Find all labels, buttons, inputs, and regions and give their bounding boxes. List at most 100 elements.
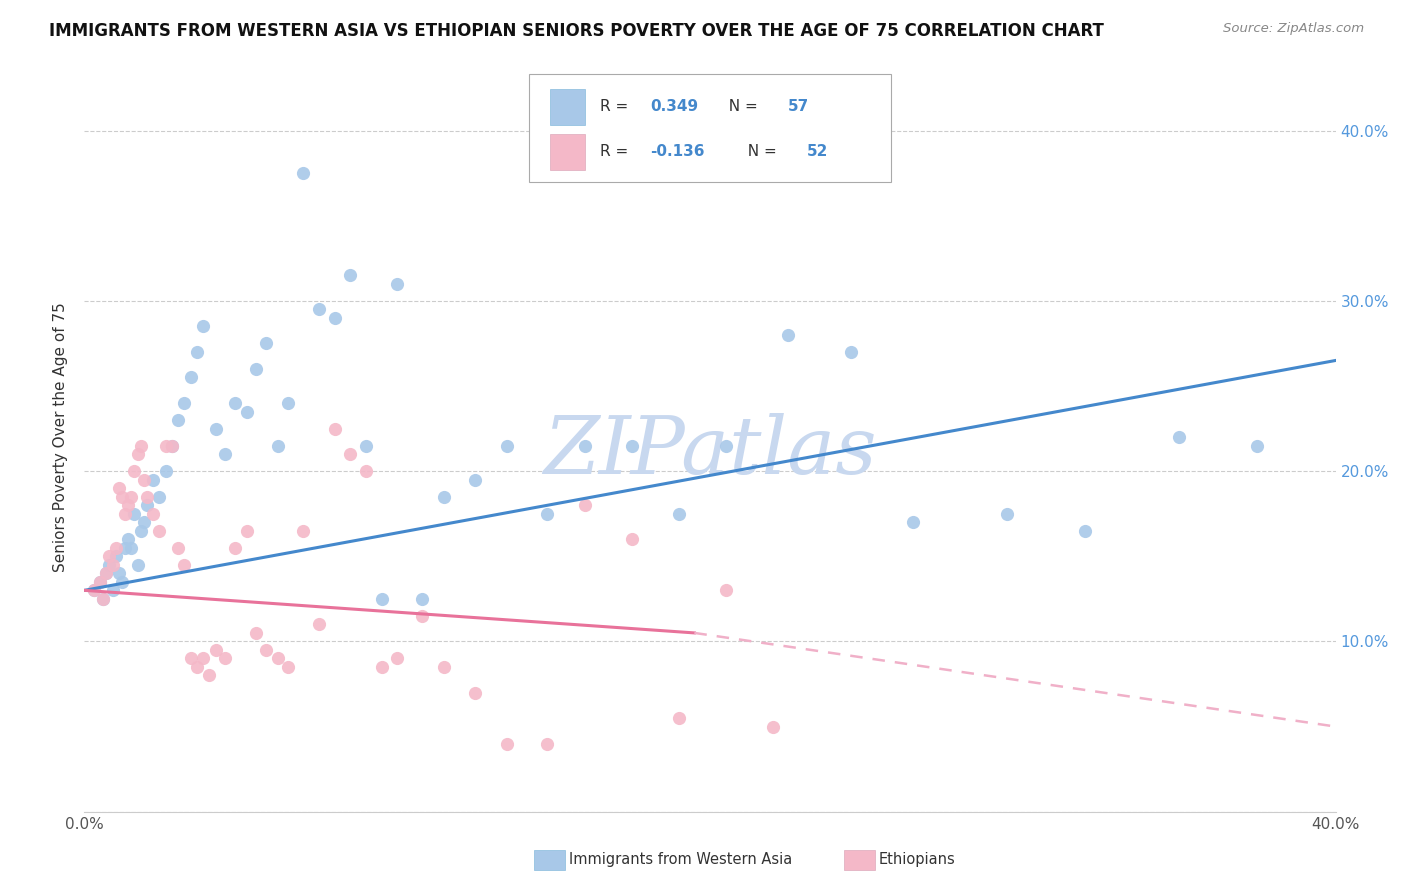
Point: [104, 549, 127, 564]
Point: [96, 566, 118, 581]
Point: [714, 583, 737, 598]
Point: [1246, 439, 1268, 453]
Point: [536, 737, 558, 751]
Point: [89, 574, 111, 589]
Text: Immigrants from Western Asia: Immigrants from Western Asia: [569, 853, 793, 867]
Point: [148, 524, 170, 538]
Point: [204, 421, 226, 435]
Point: [124, 464, 146, 478]
Point: [839, 345, 862, 359]
Point: [114, 507, 136, 521]
Point: [1074, 524, 1097, 538]
Point: [173, 558, 195, 572]
Point: [214, 651, 236, 665]
Point: [620, 439, 643, 453]
Point: [778, 327, 800, 342]
Point: [89, 574, 111, 589]
Point: [495, 737, 517, 751]
Point: [132, 473, 155, 487]
Point: [129, 439, 152, 453]
Text: R =: R =: [600, 145, 633, 159]
Text: ZIPatlas: ZIPatlas: [543, 413, 877, 491]
Point: [464, 685, 486, 699]
Point: [98, 549, 121, 564]
Point: [668, 507, 690, 521]
Text: R =: R =: [600, 99, 633, 114]
Point: [323, 421, 346, 435]
Point: [1168, 430, 1191, 444]
Bar: [550, 88, 585, 125]
Point: [354, 464, 377, 478]
Point: [292, 524, 315, 538]
Point: [111, 574, 134, 589]
Point: [224, 396, 246, 410]
Point: [245, 362, 267, 376]
Point: [101, 583, 124, 598]
Point: [668, 711, 690, 725]
Point: [167, 413, 190, 427]
Point: [193, 319, 215, 334]
FancyBboxPatch shape: [529, 74, 891, 182]
Point: [186, 660, 208, 674]
Point: [370, 660, 392, 674]
Y-axis label: Seniors Poverty Over the Age of 75: Seniors Poverty Over the Age of 75: [53, 302, 69, 572]
Point: [142, 507, 165, 521]
Point: [104, 541, 127, 555]
Point: [180, 370, 202, 384]
Point: [96, 566, 118, 581]
Point: [308, 617, 330, 632]
Point: [148, 490, 170, 504]
Point: [120, 490, 142, 504]
Point: [132, 515, 155, 529]
Point: [107, 481, 129, 495]
Point: [167, 541, 190, 555]
Point: [101, 558, 124, 572]
Bar: [550, 134, 585, 169]
Point: [464, 473, 486, 487]
Point: [198, 668, 221, 682]
Point: [127, 558, 149, 572]
Point: [193, 651, 215, 665]
Point: [995, 507, 1018, 521]
Point: [620, 533, 643, 547]
Point: [155, 464, 177, 478]
Point: [117, 498, 139, 512]
Point: [433, 660, 456, 674]
Point: [574, 439, 596, 453]
Point: [160, 439, 183, 453]
Text: -0.136: -0.136: [650, 145, 704, 159]
Point: [411, 591, 433, 606]
Point: [536, 507, 558, 521]
Point: [277, 660, 299, 674]
Text: 52: 52: [807, 145, 828, 159]
Point: [98, 558, 121, 572]
Point: [495, 439, 517, 453]
Point: [292, 166, 315, 180]
Point: [254, 643, 277, 657]
Point: [714, 439, 737, 453]
Point: [323, 310, 346, 325]
Point: [245, 626, 267, 640]
Point: [339, 268, 361, 283]
Point: [124, 507, 146, 521]
Text: N =: N =: [738, 145, 782, 159]
Text: 0.349: 0.349: [650, 99, 699, 114]
Point: [903, 515, 925, 529]
Point: [224, 541, 246, 555]
Point: [254, 336, 277, 351]
Point: [83, 583, 105, 598]
Point: [339, 447, 361, 461]
Text: Ethiopians: Ethiopians: [879, 853, 956, 867]
Point: [433, 490, 456, 504]
Point: [120, 541, 142, 555]
Point: [236, 524, 259, 538]
Point: [173, 396, 195, 410]
Point: [385, 651, 409, 665]
Point: [385, 277, 409, 291]
Point: [574, 498, 596, 512]
Point: [117, 533, 139, 547]
Point: [155, 439, 177, 453]
Point: [267, 439, 290, 453]
Point: [129, 524, 152, 538]
Point: [160, 439, 183, 453]
